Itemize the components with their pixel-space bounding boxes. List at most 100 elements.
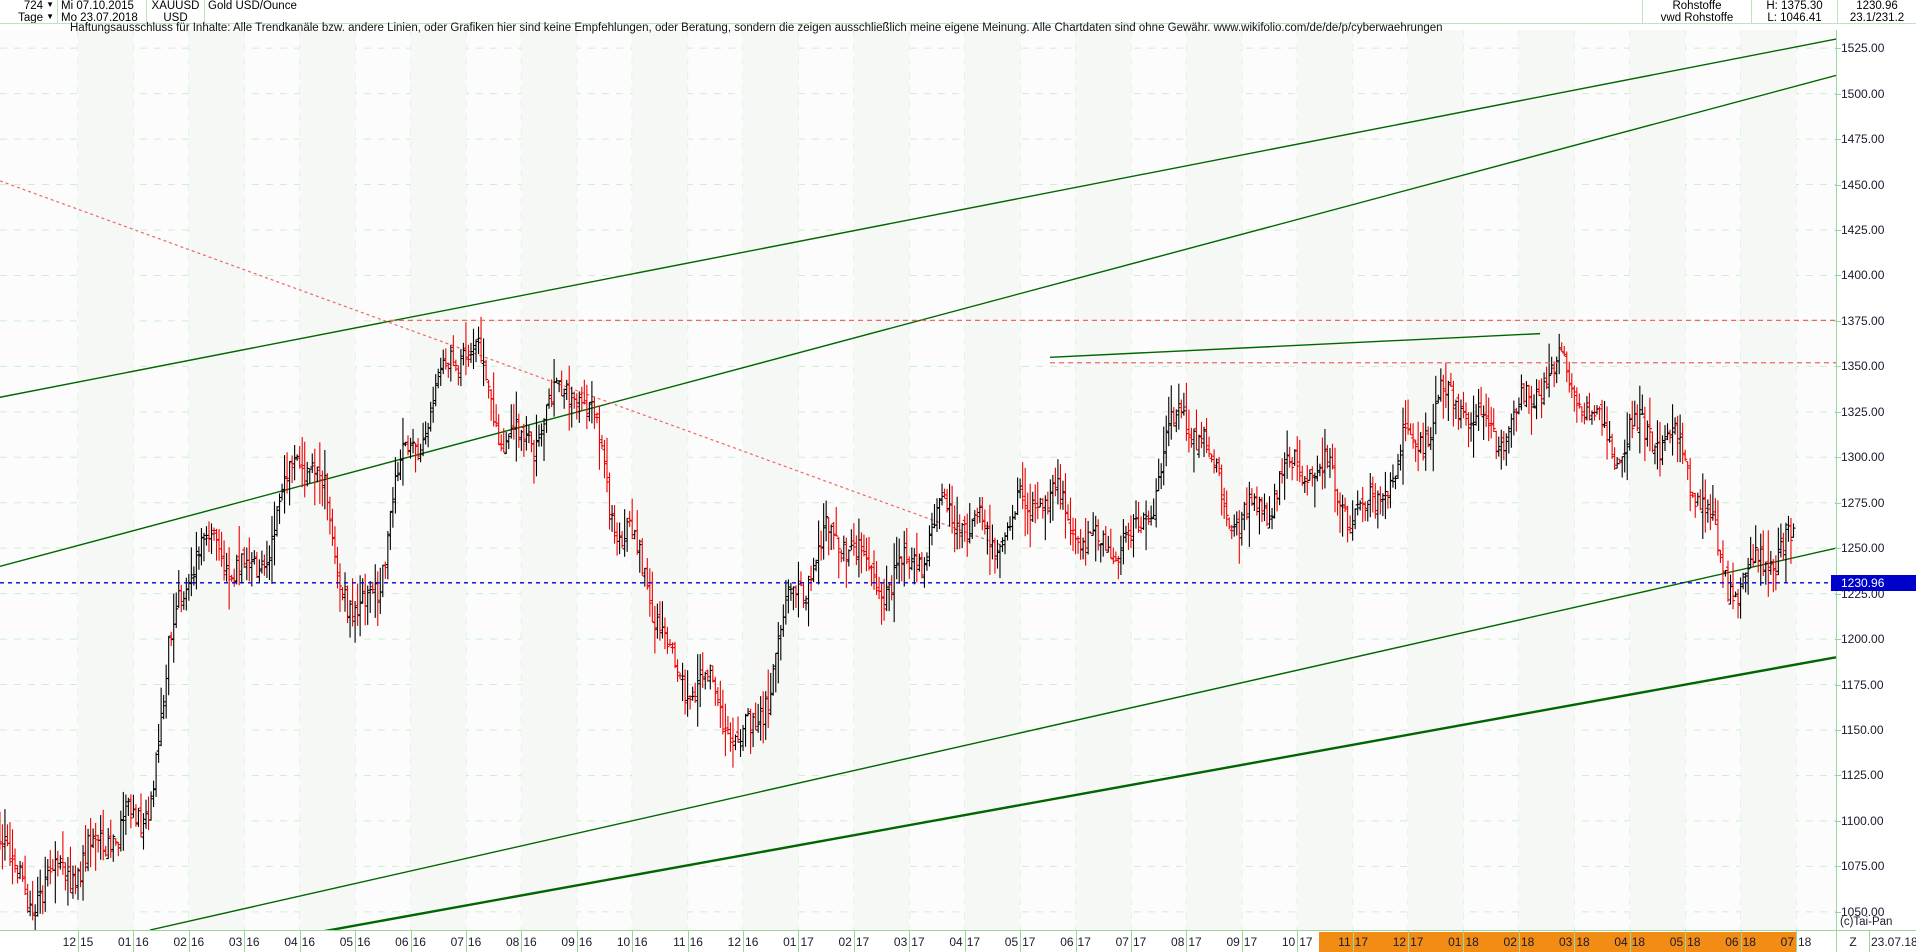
time-axis-separator: [1518, 931, 1520, 952]
range-value: 23.1/231.2: [1849, 11, 1905, 24]
price-axis-tick: 1375.00: [1835, 314, 1884, 328]
price-axis-tick: 1125.00: [1835, 768, 1884, 782]
time-axis-year: 17: [1299, 935, 1313, 949]
price-axis-tick-mark: [1835, 684, 1841, 686]
time-axis-separator: [521, 931, 523, 952]
time-axis-separator: [1740, 931, 1742, 952]
price-axis-tick: 1150.00: [1835, 723, 1884, 737]
time-axis-year: 16: [578, 935, 593, 949]
time-axis-month: 07: [1115, 935, 1129, 949]
price-axis-tick: 1500.00: [1835, 87, 1884, 101]
date-range-cell: Mi 07.10.2015 Mo 23.07.2018: [58, 0, 147, 24]
price-axis-tick-mark: [1835, 866, 1841, 868]
time-range-highlight[interactable]: [1318, 932, 1796, 952]
time-axis-separator: [244, 931, 246, 952]
instrument-name: Gold USD/Ounce: [208, 0, 297, 12]
price-axis-tick-mark: [1835, 639, 1841, 641]
time-axis-month: 06: [1725, 935, 1739, 949]
time-axis-year: 16: [412, 935, 426, 949]
time-axis-month: 09: [561, 935, 575, 949]
time-axis-month: 01: [1448, 935, 1462, 949]
time-axis-month: 05: [1004, 935, 1019, 949]
header-left-info: 724 ▼ Tage ▼ Mi 07.10.2015 Mo 23.07.2018 X…: [0, 0, 385, 24]
time-axis-month: 09: [1226, 935, 1240, 949]
price-axis-tick: 1450.00: [1835, 178, 1884, 192]
last-price-cell: 1230.96 23.1/231.2: [1838, 0, 1916, 24]
price-axis-tick-mark: [1835, 275, 1841, 277]
price-axis-tick-mark: [1835, 548, 1841, 550]
time-axis-year: 16: [246, 935, 260, 949]
chart-canvas: [0, 30, 1836, 930]
price-axis-tick: 1200.00: [1835, 632, 1884, 646]
time-axis-year: 16: [467, 935, 482, 949]
price-axis-tick: 1350.00: [1835, 359, 1884, 373]
time-axis-year: 18: [1576, 935, 1590, 949]
time-axis-separator: [299, 931, 301, 952]
time-axis-month: 06: [395, 935, 409, 949]
chevron-down-icon[interactable]: ▼: [46, 0, 54, 9]
time-axis-month: 05: [339, 935, 354, 949]
price-axis-tick: 1250.00: [1835, 541, 1884, 555]
high-value: H: 1375.30: [1766, 0, 1823, 12]
time-axis-month: 01: [783, 935, 797, 949]
date-from: Mi 07.10.2015: [61, 0, 134, 12]
time-axis-separator: [632, 931, 634, 952]
time-axis-year: 16: [301, 935, 316, 949]
time-axis-month: 04: [284, 935, 298, 949]
low-value: L: 1046.41: [1767, 11, 1822, 24]
bars-interval-cell[interactable]: 724 ▼ Tage ▼: [0, 0, 58, 24]
symbol-cell: XAUUSD USD: [147, 0, 205, 24]
time-axis-month: 10: [616, 935, 631, 949]
time-axis-month: 11: [673, 935, 686, 949]
time-axis-separator: [1685, 931, 1687, 952]
time-axis-year: 18: [1520, 935, 1535, 949]
time-axis-year: 15: [80, 935, 94, 949]
time-axis-year: 17: [1243, 935, 1258, 949]
time-axis-year: 17: [1022, 935, 1036, 949]
price-axis-tick: 1400.00: [1835, 268, 1884, 282]
time-axis-separator: [78, 931, 79, 952]
time-axis-month: 10: [1281, 935, 1296, 949]
time-axis-month: 07: [1780, 935, 1794, 949]
instrument-name-cell: Gold USD/Ounce: [205, 0, 385, 24]
chart-plot-area[interactable]: [0, 30, 1836, 930]
price-axis-tick: 1275.00: [1835, 496, 1884, 510]
time-axis-year: 17: [855, 935, 870, 949]
time-axis-month: 05: [1669, 935, 1684, 949]
time-axis-separator: [743, 931, 745, 952]
price-axis-tick-mark: [1835, 320, 1841, 322]
alternating-bands: [78, 30, 1796, 930]
time-axis-year: 18: [1798, 935, 1812, 949]
time-axis-month: 06: [1060, 935, 1074, 949]
time-axis-month: 03: [228, 935, 243, 949]
time-axis-year: 17: [1410, 935, 1424, 949]
header-divider: [0, 23, 1916, 24]
chevron-down-icon[interactable]: ▼: [46, 12, 54, 21]
time-axis-year: 16: [135, 935, 149, 949]
time-axis-year: 17: [966, 935, 981, 949]
time-axis-month: 02: [838, 935, 852, 949]
header-right-info: Rohstoffe vwd Rohstoffe H: 1375.30 L: 10…: [1642, 0, 1916, 24]
price-axis-tick-mark: [1835, 230, 1841, 231]
time-axis-separator: [909, 931, 911, 952]
price-axis-tick-mark: [1835, 139, 1841, 141]
zoom-toggle-button[interactable]: Z: [1836, 931, 1870, 952]
price-axis-tick: 1475.00: [1835, 132, 1884, 146]
time-axis-separator: [1020, 931, 1022, 952]
price-axis-tick-mark: [1835, 93, 1841, 95]
time-axis-month: 03: [893, 935, 908, 949]
time-axis-separator: [465, 931, 467, 952]
price-axis[interactable]: 1525.00 1500.00 1475.00 1450.00 1425.00 1400.…: [1831, 30, 1916, 930]
time-axis-month: 07: [450, 935, 464, 949]
time-axis-month: 01: [118, 935, 132, 949]
time-axis[interactable]: 12 15 01 16 02 16 03 16 04 16 05 16 06 16 07 16 08 16 09 16…: [0, 930, 1916, 952]
date-to: Mo 23.07.2018: [61, 11, 138, 24]
time-axis-year: 16: [190, 935, 205, 949]
source-provider: vwd Rohstoffe: [1660, 11, 1734, 24]
current-price-marker: 1230.96: [1831, 574, 1916, 591]
price-axis-tick-mark: [1835, 775, 1841, 777]
time-axis-separator: [687, 931, 689, 952]
time-axis-separator: [1463, 931, 1465, 952]
price-axis-tick-mark: [1835, 911, 1841, 913]
